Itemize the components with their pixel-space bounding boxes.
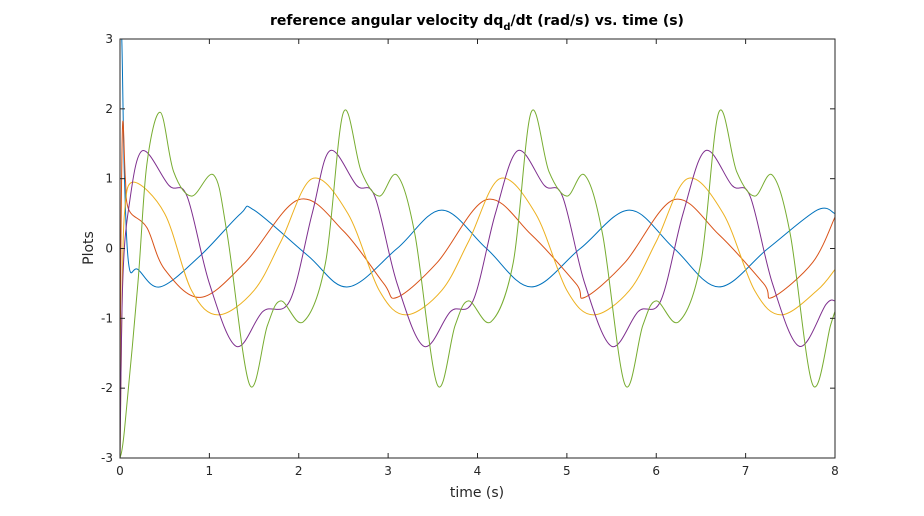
y-tick-label: 3 bbox=[105, 32, 113, 46]
y-tick-label: 1 bbox=[105, 172, 113, 186]
x-tick-label: 4 bbox=[474, 464, 482, 478]
series-line-2 bbox=[120, 120, 835, 424]
title-tail: /dt (rad/s) vs. time (s) bbox=[511, 13, 684, 29]
plot-area bbox=[120, 39, 835, 458]
x-tick-label: 8 bbox=[831, 464, 839, 478]
x-axis-label: time (s) bbox=[450, 485, 504, 501]
series-line-5 bbox=[120, 109, 835, 458]
x-tick-label: 1 bbox=[206, 464, 214, 478]
x-tick-label: 6 bbox=[652, 464, 660, 478]
series-line-1 bbox=[120, 39, 835, 288]
y-tick-label: -2 bbox=[101, 381, 113, 395]
x-tick-label: 3 bbox=[384, 464, 392, 478]
chart-title: reference angular velocity dqd/dt (rad/s… bbox=[270, 13, 684, 33]
y-tick-label: 2 bbox=[105, 102, 113, 116]
x-tick-label: 7 bbox=[742, 464, 750, 478]
y-tick-label: 0 bbox=[105, 242, 113, 256]
x-tick-label: 2 bbox=[295, 464, 303, 478]
title-main: reference angular velocity dq bbox=[270, 13, 503, 29]
x-tick-label: 5 bbox=[563, 464, 571, 478]
y-tick-label: -1 bbox=[101, 311, 113, 325]
title-subscript: d bbox=[503, 22, 510, 33]
series-line-4 bbox=[120, 150, 835, 458]
x-tick-label: 0 bbox=[116, 464, 124, 478]
y-tick-label: -3 bbox=[101, 451, 113, 465]
ticks-layer: 0 1 2 3 4 5 6 7 8 -3 -2 -1 0 1 2 3 bbox=[101, 32, 839, 478]
y-axis-label: Plots bbox=[81, 231, 97, 265]
series-line-3 bbox=[120, 177, 835, 458]
series-layer bbox=[120, 39, 835, 458]
